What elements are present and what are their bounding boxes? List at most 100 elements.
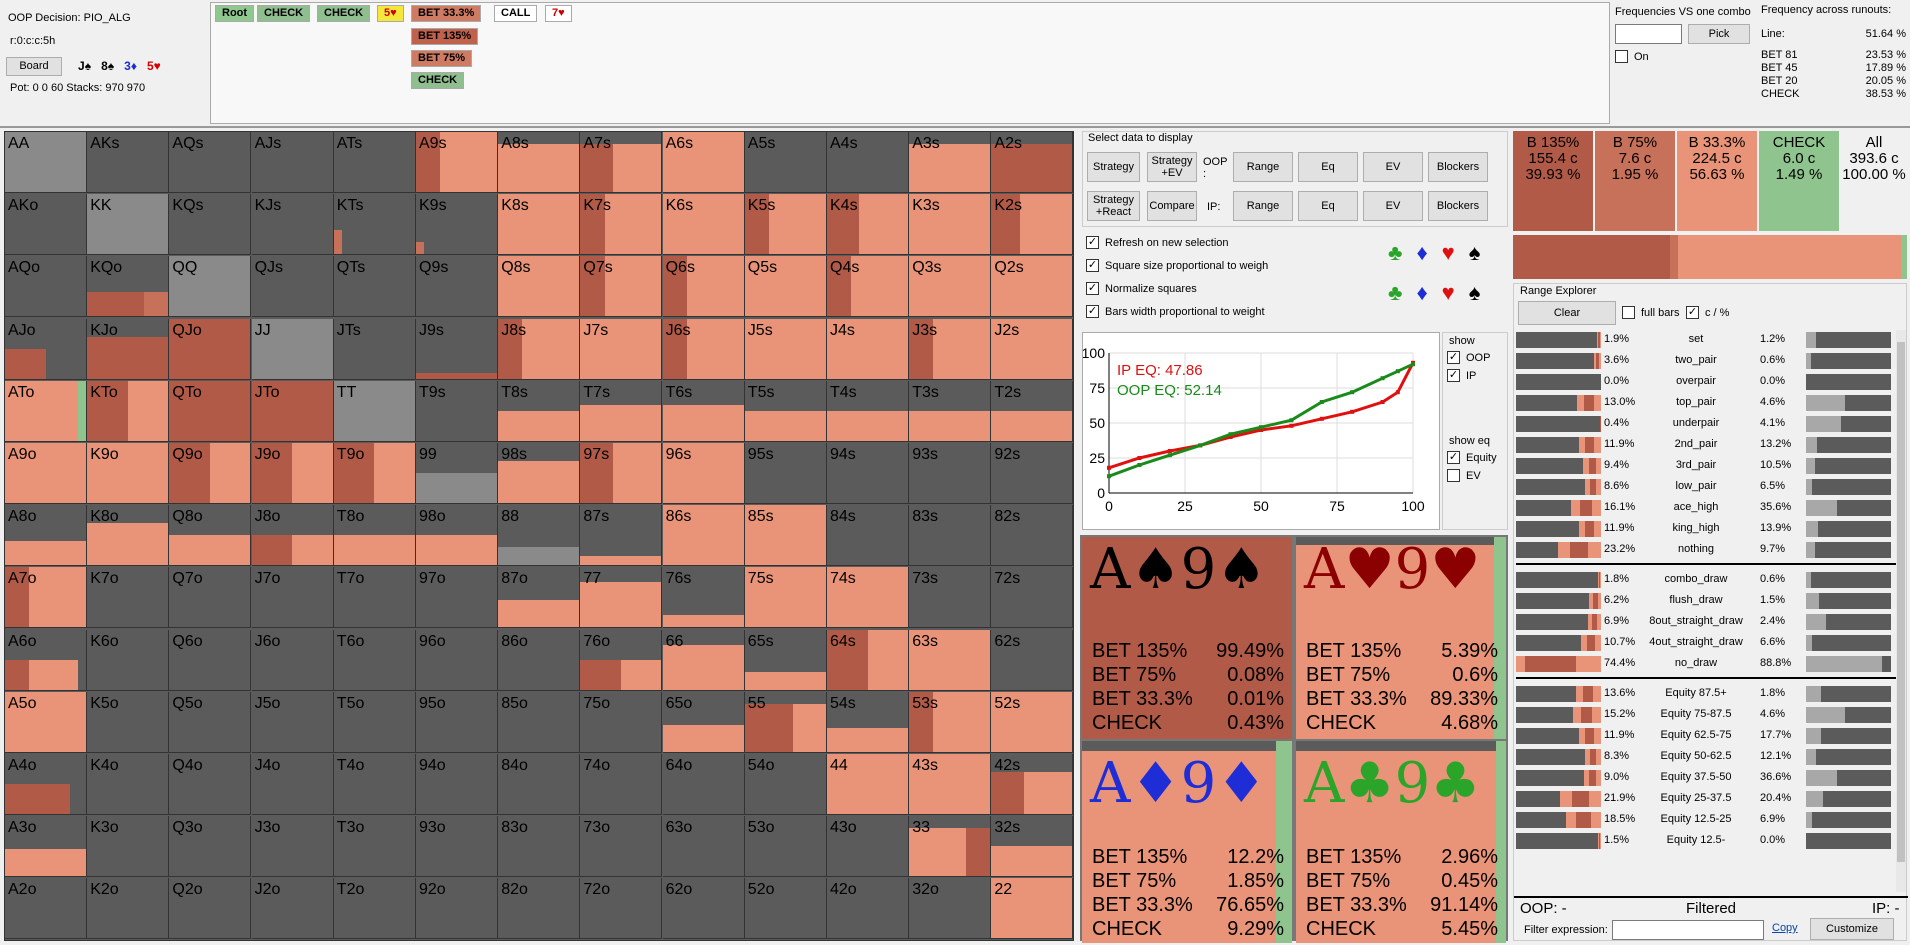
summary-bet-135[interactable]: B 135% 155.4 c 39.93 % xyxy=(1513,131,1593,231)
tree-check-2[interactable]: CHECK xyxy=(317,5,371,22)
hand-cell[interactable]: TT xyxy=(333,380,416,442)
hand-cell[interactable]: 85s xyxy=(744,505,827,567)
hand-cell[interactable]: QJs xyxy=(251,256,334,318)
hand-cell[interactable]: K9o xyxy=(87,443,170,504)
hand-cell[interactable]: 95o xyxy=(416,691,498,753)
hand-cell[interactable]: 63o xyxy=(662,816,745,878)
hand-cell[interactable]: J7o xyxy=(251,567,334,629)
hand-cell[interactable]: 98o xyxy=(416,505,498,567)
hand-cell[interactable]: KJo xyxy=(87,318,170,380)
hand-cell[interactable]: T6s xyxy=(662,380,745,442)
strategy-ev-button[interactable]: Strategy +EV xyxy=(1147,152,1197,182)
hand-cell[interactable]: J9o xyxy=(251,443,334,504)
hand-cell[interactable]: Q9s xyxy=(416,256,498,318)
hand-cell[interactable]: T6o xyxy=(333,629,416,691)
hand-cell[interactable]: AKs xyxy=(87,132,170,193)
hand-cell[interactable]: K5o xyxy=(87,691,170,753)
hand-cell[interactable]: 87s xyxy=(580,505,663,567)
range-explorer-row[interactable]: 23.2% nothing 9.7% xyxy=(1516,540,1906,560)
hand-cell[interactable]: 97s xyxy=(580,443,663,504)
copy-link[interactable]: Copy xyxy=(1772,922,1798,934)
normalize-checkbox[interactable]: ✓ Normalize squares xyxy=(1086,282,1197,295)
hand-cell[interactable]: K4o xyxy=(87,754,170,815)
hand-cell[interactable]: A8o xyxy=(5,505,87,567)
hand-cell[interactable]: 76o xyxy=(580,629,663,691)
strategy-button[interactable]: Strategy xyxy=(1087,152,1140,182)
hand-cell[interactable]: T4s xyxy=(827,380,909,442)
compare-button[interactable]: Compare xyxy=(1147,191,1197,221)
hand-cell[interactable]: T2o xyxy=(333,878,416,940)
hand-cell[interactable]: A5o xyxy=(5,691,87,753)
hand-cell[interactable]: K2s xyxy=(991,194,1074,256)
hand-cell[interactable]: K8s xyxy=(498,194,581,256)
hand-cell[interactable]: A6s xyxy=(662,132,745,193)
hand-cell[interactable]: T2s xyxy=(991,380,1074,442)
hand-cell[interactable]: Q4o xyxy=(169,754,252,815)
hand-cell[interactable]: T5s xyxy=(744,380,827,442)
scrollbar[interactable] xyxy=(1896,330,1906,892)
hand-cell[interactable]: T5o xyxy=(333,691,416,753)
hand-cell[interactable]: 42o xyxy=(827,878,909,940)
range-explorer-row[interactable]: 9.4% 3rd_pair 10.5% xyxy=(1516,456,1906,476)
hand-cell[interactable]: 62o xyxy=(662,878,745,940)
hand-cell[interactable]: 94s xyxy=(827,443,909,504)
range-explorer-row[interactable]: 6.2% flush_draw 1.5% xyxy=(1516,591,1906,611)
range-explorer-row[interactable]: 1.8% combo_draw 0.6% xyxy=(1516,570,1906,590)
hand-cell[interactable]: A9s xyxy=(416,132,498,193)
hand-cell[interactable]: QTs xyxy=(333,256,416,318)
hand-cell[interactable]: Q2o xyxy=(169,878,252,940)
summary-all[interactable]: All 393.6 c 100.00 % xyxy=(1841,131,1907,231)
hand-cell[interactable]: 72s xyxy=(991,567,1074,629)
hand-cell[interactable]: K4s xyxy=(827,194,909,256)
tree-check-option[interactable]: CHECK xyxy=(411,72,465,89)
strategy-react-button[interactable]: Strategy +React xyxy=(1087,191,1140,221)
hand-cell[interactable]: 97o xyxy=(416,567,498,629)
oop-ev-button[interactable]: EV xyxy=(1363,152,1423,182)
hand-cell[interactable]: 87o xyxy=(498,567,581,629)
hand-cell[interactable]: 73s xyxy=(909,567,992,629)
hand-cell[interactable]: 82s xyxy=(991,505,1074,567)
hand-cell[interactable]: JTs xyxy=(333,318,416,380)
hand-cell[interactable]: 76s xyxy=(662,567,745,629)
hand-cell[interactable]: J7s xyxy=(580,318,663,380)
filter-input[interactable] xyxy=(1612,920,1764,940)
hand-cell[interactable]: 64s xyxy=(827,629,909,691)
ip-blockers-button[interactable]: Blockers xyxy=(1428,191,1488,221)
hand-cell[interactable]: T9s xyxy=(416,380,498,442)
range-explorer-row[interactable]: 6.9% 8out_straight_draw 2.4% xyxy=(1516,612,1906,632)
hand-cell[interactable]: AJo xyxy=(5,318,87,380)
range-explorer-row[interactable]: 8.6% low_pair 6.5% xyxy=(1516,477,1906,497)
hand-cell[interactable]: Q4s xyxy=(827,256,909,318)
hand-cell[interactable]: ATo xyxy=(5,380,87,442)
hand-cell[interactable]: KK xyxy=(87,194,170,256)
hand-cell[interactable]: A6o xyxy=(5,629,87,691)
hand-cell[interactable]: 98s xyxy=(498,443,581,504)
hand-cell[interactable]: QQ xyxy=(169,256,252,318)
heart-icon[interactable]: ♥ xyxy=(1441,240,1455,265)
range-explorer-row[interactable]: 9.0% Equity 37.5-50 36.6% xyxy=(1516,768,1906,788)
ip-range-button[interactable]: Range xyxy=(1233,191,1293,221)
heart-icon[interactable]: ♥ xyxy=(1441,280,1455,305)
hand-cell[interactable]: 93o xyxy=(416,816,498,878)
hand-cell[interactable]: 65o xyxy=(662,691,745,753)
range-explorer-row[interactable]: 13.6% Equity 87.5+ 1.8% xyxy=(1516,684,1906,704)
show-equity-checkbox[interactable]: ✓ Equity xyxy=(1447,451,1497,464)
hand-cell[interactable]: J6s xyxy=(662,318,745,380)
combo-card[interactable]: A♥9♥ BET 135% 5.39% BET 75% 0.6% BET 33.3%… xyxy=(1296,537,1506,739)
summary-check[interactable]: CHECK 6.0 c 1.49 % xyxy=(1759,131,1839,231)
hand-cell[interactable]: AA xyxy=(5,132,87,193)
show-ip-checkbox[interactable]: ✓ IP xyxy=(1447,369,1477,382)
hand-cell[interactable]: 93s xyxy=(909,443,992,504)
hand-cell[interactable]: 74s xyxy=(827,567,909,629)
hand-cell[interactable]: Q5o xyxy=(169,691,252,753)
range-explorer-row[interactable]: 21.9% Equity 25-37.5 20.4% xyxy=(1516,789,1906,809)
hand-cell[interactable]: T3s xyxy=(909,380,992,442)
hand-cell[interactable]: T4o xyxy=(333,754,416,815)
show-ev-checkbox[interactable]: EV xyxy=(1447,469,1481,482)
hand-cell[interactable]: JJ xyxy=(251,318,334,380)
hand-cell[interactable]: 53s xyxy=(909,691,992,753)
hand-cell[interactable]: Q6o xyxy=(169,629,252,691)
club-icon[interactable]: ♣ xyxy=(1388,280,1403,305)
hand-cell[interactable]: AQo xyxy=(5,256,87,318)
hand-cell[interactable]: 32s xyxy=(991,816,1074,878)
